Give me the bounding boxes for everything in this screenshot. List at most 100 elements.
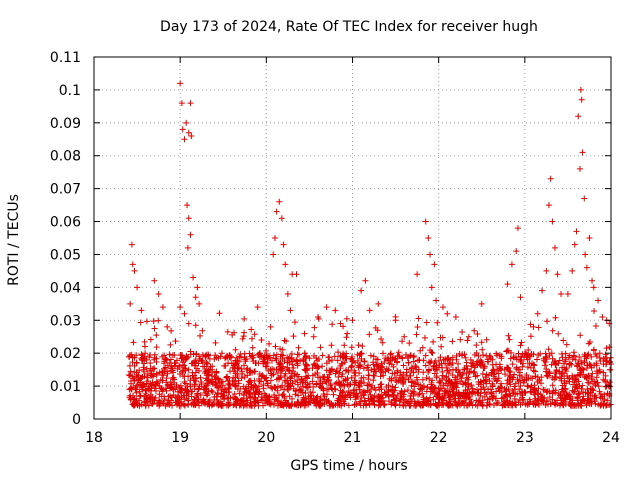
data-point [206,355,213,362]
data-point [491,375,498,382]
data-point [375,366,382,373]
data-point [287,307,294,314]
data-point [256,370,263,377]
data-point [573,384,580,391]
data-point [397,369,404,376]
data-point [247,390,254,397]
data-point [226,377,233,384]
data-point [352,359,359,366]
data-point [164,323,171,330]
data-point [246,378,253,385]
y-tick-label: 0.08 [50,149,81,165]
data-point [184,244,191,251]
y-axis-label: ROTI / TECUs [6,194,22,286]
data-point [402,376,409,383]
data-point [366,307,373,314]
data-point [179,126,186,133]
data-point [294,351,301,358]
data-point [459,329,466,336]
data-point [161,368,168,375]
data-point [549,218,556,225]
data-point [364,364,371,371]
data-point [258,353,265,360]
x-tick-label: 24 [602,430,620,446]
data-point [205,367,212,374]
data-point [332,307,339,314]
data-point [261,400,268,407]
data-point [507,393,514,400]
data-point [343,315,350,322]
data-point [153,344,160,351]
data-point [286,393,293,400]
data-point [393,359,400,366]
data-point [431,261,438,268]
data-point [329,401,336,408]
data-point [250,385,257,392]
data-point [261,390,268,397]
data-point [232,346,239,353]
data-point [371,384,378,391]
data-point [348,362,355,369]
data-point [343,334,350,341]
data-point [495,370,502,377]
data-point [425,235,432,241]
data-point [585,351,592,358]
data-point [297,401,304,408]
data-point [227,382,234,389]
y-tick-label: 0.04 [50,280,81,296]
data-point [423,319,430,326]
data-point [167,379,174,386]
data-point [554,271,561,278]
data-point [249,344,256,351]
data-point [533,400,540,407]
data-point [130,384,137,391]
data-point [156,391,163,398]
data-point [440,394,447,401]
data-point [149,379,156,386]
data-point [337,365,344,372]
data-point [435,399,442,406]
data-point [217,353,224,360]
data-point [332,386,339,393]
data-point [586,235,593,241]
data-point [515,350,522,357]
data-point [363,402,370,409]
data-point [153,378,160,385]
data-point [277,384,284,391]
data-point [551,376,558,383]
data-point [417,347,424,354]
data-point [573,228,580,235]
data-point [130,375,137,382]
data-point [497,384,504,391]
data-point [335,379,342,386]
data-point [161,393,168,400]
data-point [577,332,584,339]
data-point [449,386,456,393]
data-point [383,384,390,391]
data-point [173,381,180,388]
data-point [502,388,509,395]
data-point [564,372,571,379]
data-point [315,402,322,409]
data-point [576,354,583,361]
data-point [251,331,258,338]
data-point [392,355,399,362]
data-point [559,389,566,396]
data-point [160,372,167,379]
data-point [300,356,307,363]
data-point [552,401,559,408]
data-point [531,362,538,369]
data-point [405,376,412,383]
data-point [456,351,463,358]
data-point [356,399,363,406]
data-point [125,371,132,378]
data-point [406,398,413,405]
data-point [593,368,600,375]
data-point [196,353,203,360]
data-point [427,347,434,354]
data-point [422,352,429,359]
data-point [348,374,355,381]
data-point [275,359,282,366]
data-point [209,389,216,396]
